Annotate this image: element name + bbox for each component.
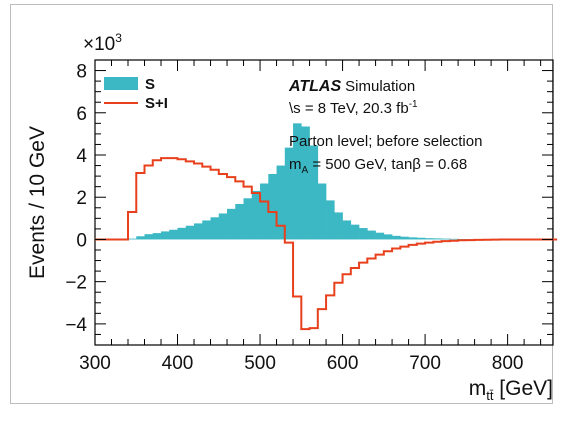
signal-bar (144, 234, 154, 240)
signal-bar (367, 230, 376, 240)
signal-bar (342, 220, 352, 240)
signal-bar (317, 183, 327, 240)
signal-bar (260, 183, 269, 240)
signal-bar (152, 233, 162, 240)
signal-interference-line (95, 157, 558, 331)
selection-label: Parton level; before selection (289, 133, 482, 150)
y-axis-multiplier: ×103 (83, 31, 122, 55)
signal-bar (210, 217, 220, 240)
signal-histogram (128, 123, 525, 240)
y-axis-title: Events / 10 GeV (26, 126, 49, 279)
experiment-label: ATLAS Simulation (288, 78, 415, 95)
signal-bar (284, 147, 294, 240)
signal-bar (268, 174, 277, 240)
y-tick-label: −2 (65, 273, 87, 294)
x-tick-labels: 300 400 500 600 700 800 (79, 353, 523, 374)
signal-bar (309, 145, 319, 240)
signal-bar (441, 238, 451, 240)
signal-bar (293, 123, 302, 240)
signal-bar (400, 236, 409, 240)
x-tick-label: 600 (327, 353, 359, 374)
signal-bar (449, 238, 459, 240)
signal-bar (161, 231, 170, 240)
signal-bar (334, 212, 343, 240)
x-tick-label: 400 (162, 353, 194, 374)
signal-bar (416, 237, 426, 240)
legend: S S+I (104, 76, 168, 112)
signal-bar (251, 190, 261, 240)
signal-bar (276, 165, 286, 240)
y-tick-label: 4 (76, 146, 87, 167)
x-tick-label: 800 (492, 353, 524, 374)
signal-bar (433, 238, 442, 240)
signal-bar (235, 203, 244, 240)
legend-signal-label: S (145, 76, 155, 93)
signal-bar (136, 236, 145, 240)
y-tick-label: 6 (76, 104, 87, 125)
x-tick-label: 300 (79, 353, 111, 374)
mass-label: mA = 500 GeV, tanβ = 0.68 (289, 156, 467, 176)
legend-interference-label: S+I (145, 95, 168, 112)
signal-bar (301, 126, 310, 240)
signal-bar (169, 229, 178, 240)
signal-bar (194, 223, 203, 240)
signal-bar (350, 224, 360, 240)
signal-bar (243, 198, 253, 240)
signal-bar (359, 228, 368, 240)
y-tick-label: 8 (76, 62, 87, 83)
legend-signal-swatch (104, 77, 138, 90)
y-tick-label: 2 (76, 188, 87, 209)
signal-bar (392, 235, 401, 240)
signal-bar (326, 200, 335, 240)
y-tick-label: −4 (65, 315, 87, 336)
y-tick-labels: −4 −2 0 2 4 6 8 (65, 62, 87, 336)
x-tick-label: 500 (244, 353, 276, 374)
signal-bar (227, 208, 236, 240)
x-tick-label: 700 (409, 353, 441, 374)
signal-bar (185, 225, 195, 240)
energy-luminosity-label: \s = 8 TeV, 20.3 fb-1 (289, 99, 418, 117)
signal-bar (425, 238, 434, 240)
x-axis-title: mtt̄ [GeV] (469, 377, 553, 403)
plot-area (94, 59, 554, 346)
signal-bar (375, 232, 385, 240)
signal-bar (177, 227, 187, 240)
y-tick-label: 0 (76, 230, 87, 251)
axis-ticks (94, 59, 553, 346)
signal-bar (128, 238, 137, 240)
signal-bar (202, 220, 211, 240)
signal-bar (408, 237, 418, 240)
signal-bar (383, 234, 393, 240)
signal-bar (218, 213, 228, 240)
